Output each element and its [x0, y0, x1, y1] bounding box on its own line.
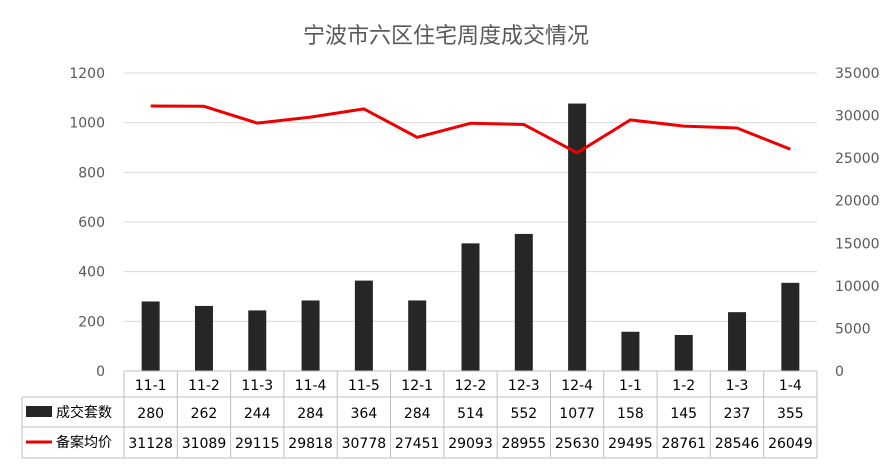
bar: [248, 310, 267, 371]
category-label: 1-3: [726, 378, 749, 394]
data-label: 158: [617, 406, 644, 422]
data-label: 280: [137, 406, 164, 422]
category-label: 11-1: [135, 378, 167, 394]
data-label: 262: [191, 406, 218, 422]
category-label: 12-1: [401, 378, 433, 394]
data-label: 26049: [768, 436, 813, 452]
y-left-tick-label: 0: [96, 364, 105, 380]
y-left-tick-label: 1200: [69, 66, 105, 82]
y-left-tick-label: 800: [78, 165, 105, 181]
bar: [194, 305, 213, 371]
category-label: 12-4: [561, 378, 593, 394]
bar: [514, 233, 533, 371]
category-label: 1-1: [619, 378, 642, 394]
category-label: 1-2: [672, 378, 695, 394]
y-right-tick-label: 35000: [835, 66, 880, 82]
data-label: 364: [351, 406, 378, 422]
bar: [781, 282, 800, 371]
bar: [621, 331, 640, 371]
category-label: 12-3: [508, 378, 540, 394]
data-label: 25630: [555, 436, 600, 452]
data-label: 30778: [342, 436, 387, 452]
category-label: 11-3: [241, 378, 273, 394]
y-left-tick-label: 600: [78, 215, 105, 231]
bar-series: [141, 103, 800, 372]
data-label: 237: [724, 406, 751, 422]
bar: [141, 301, 160, 371]
data-label: 29818: [288, 436, 333, 452]
data-label: 31089: [182, 436, 227, 452]
bar: [728, 312, 747, 371]
data-label: 514: [457, 406, 484, 422]
data-label: 145: [670, 406, 697, 422]
y-right-tick-label: 25000: [835, 151, 880, 167]
bar: [674, 334, 693, 371]
y-axis-right: 0 5000 10000 15000 20000 25000 30000 35000: [835, 66, 880, 380]
y-right-tick-label: 15000: [835, 236, 880, 252]
data-label: 29093: [448, 436, 493, 452]
y-right-tick-label: 20000: [835, 194, 880, 210]
chart-title: 宁波市六区住宅周度成交情况: [303, 24, 589, 49]
line-path: [150, 104, 791, 155]
y-right-tick-label: 0: [835, 364, 844, 380]
category-label: 11-5: [348, 378, 380, 394]
category-label: 12-2: [455, 378, 487, 394]
legend-label: 成交套数: [56, 404, 112, 421]
bar: [354, 280, 373, 371]
data-label: 284: [297, 406, 324, 422]
y-right-tick-label: 30000: [835, 109, 880, 125]
bar: [301, 300, 320, 371]
bar: [408, 300, 427, 371]
y-right-tick-label: 5000: [835, 321, 871, 337]
data-label: 29495: [608, 436, 653, 452]
bar: [568, 103, 587, 372]
data-label: 28761: [661, 436, 706, 452]
data-label: 244: [244, 406, 271, 422]
data-label: 1077: [559, 406, 595, 422]
category-label: 11-4: [295, 378, 327, 394]
data-label: 31128: [128, 436, 173, 452]
y-left-tick-label: 1000: [69, 116, 105, 132]
y-right-tick-label: 10000: [835, 279, 880, 295]
data-label: 28546: [715, 436, 760, 452]
data-label: 284: [404, 406, 431, 422]
data-label: 28955: [502, 436, 547, 452]
y-left-tick-label: 200: [78, 314, 105, 330]
data-label: 552: [510, 406, 537, 422]
category-label: 11-2: [188, 378, 220, 394]
legend-label: 备案均价: [56, 434, 112, 451]
y-left-tick-label: 400: [78, 265, 105, 281]
data-label: 29115: [235, 436, 280, 452]
data-label: 27451: [395, 436, 440, 452]
category-label: 1-4: [779, 378, 802, 394]
y-axis-left: 0 200 400 600 800 1000 1200: [69, 66, 105, 380]
line-series: [150, 104, 791, 155]
data-label: 355: [777, 406, 804, 422]
data-table: 11-1 11-2 11-3 11-4 11-5 12-1 12-2 12-3 12-4 1-1 1…: [21, 370, 818, 459]
bar: [461, 243, 480, 371]
legend-swatch-bar: [26, 406, 52, 417]
